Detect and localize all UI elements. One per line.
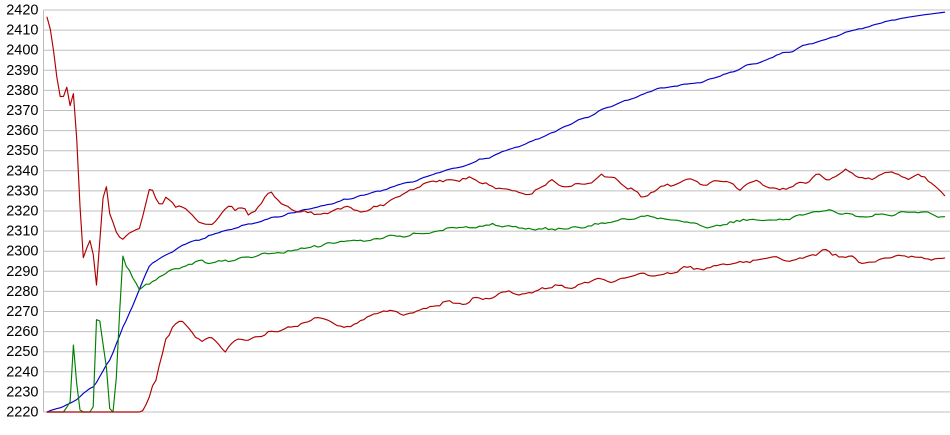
svg-text:2350: 2350 bbox=[6, 143, 38, 159]
svg-text:2410: 2410 bbox=[6, 23, 38, 39]
svg-text:2420: 2420 bbox=[6, 3, 38, 19]
svg-text:2240: 2240 bbox=[6, 364, 38, 380]
svg-text:2380: 2380 bbox=[6, 83, 38, 99]
svg-text:2400: 2400 bbox=[6, 43, 38, 59]
svg-text:2220: 2220 bbox=[6, 405, 38, 421]
svg-text:2330: 2330 bbox=[6, 183, 38, 199]
svg-text:2280: 2280 bbox=[6, 284, 38, 300]
svg-text:2310: 2310 bbox=[6, 224, 38, 240]
svg-text:2250: 2250 bbox=[6, 344, 38, 360]
svg-text:2390: 2390 bbox=[6, 63, 38, 79]
svg-text:2370: 2370 bbox=[6, 103, 38, 119]
svg-text:2270: 2270 bbox=[6, 304, 38, 320]
svg-text:2360: 2360 bbox=[6, 123, 38, 139]
svg-text:2290: 2290 bbox=[6, 264, 38, 280]
svg-text:2300: 2300 bbox=[6, 244, 38, 260]
svg-text:2320: 2320 bbox=[6, 204, 38, 220]
svg-text:2340: 2340 bbox=[6, 163, 38, 179]
svg-text:2260: 2260 bbox=[6, 324, 38, 340]
svg-text:2230: 2230 bbox=[6, 384, 38, 400]
